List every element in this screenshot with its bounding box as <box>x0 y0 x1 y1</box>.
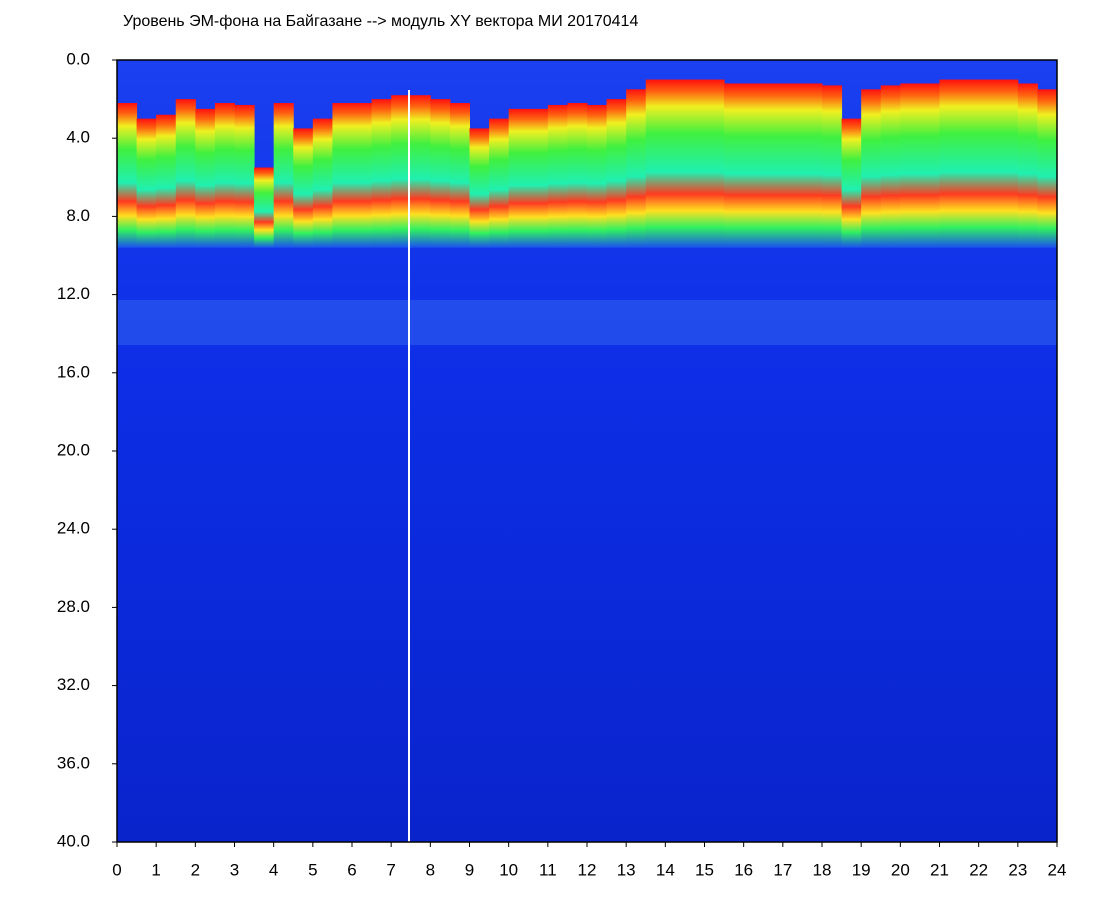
y-tick-label: 24.0 <box>57 519 90 538</box>
signal-column <box>998 79 1019 248</box>
y-tick-label: 12.0 <box>57 284 90 303</box>
y-tick-label: 4.0 <box>66 128 90 147</box>
signal-column <box>234 104 255 248</box>
x-tick-label: 18 <box>813 860 832 879</box>
x-tick-label: 22 <box>969 860 988 879</box>
signal-column <box>763 83 784 248</box>
x-tick-label: 3 <box>230 860 239 879</box>
signal-column <box>332 103 353 248</box>
signal-column <box>136 118 157 248</box>
x-tick-label: 13 <box>617 860 636 879</box>
signal-column <box>1037 89 1058 248</box>
y-tick-label: 0.0 <box>66 49 90 68</box>
signal-column <box>626 89 647 248</box>
chart-title: Уровень ЭМ-фона на Байгазане --> модуль … <box>123 13 638 30</box>
x-tick-label: 7 <box>386 860 395 879</box>
signal-column <box>959 79 980 248</box>
signal-column <box>547 104 568 248</box>
signal-column <box>195 108 216 248</box>
x-tick-label: 16 <box>734 860 753 879</box>
y-tick-label: 16.0 <box>57 362 90 381</box>
signal-column <box>508 108 529 248</box>
x-tick-label: 1 <box>151 860 160 879</box>
x-tick-label: 21 <box>930 860 949 879</box>
x-tick-label: 4 <box>269 860 278 879</box>
signal-column <box>1017 83 1038 248</box>
signal-column <box>782 83 803 248</box>
signal-column <box>587 104 608 248</box>
signal-column <box>743 83 764 248</box>
x-tick-label: 0 <box>112 860 121 879</box>
signal-column <box>724 83 745 248</box>
signal-column <box>312 118 333 248</box>
y-tick-label: 32.0 <box>57 675 90 694</box>
y-tick-label: 28.0 <box>57 597 90 616</box>
signal-column <box>880 85 901 248</box>
signal-column <box>802 83 823 248</box>
x-tick-label: 20 <box>891 860 910 879</box>
signal-column <box>919 83 940 248</box>
signal-column <box>254 167 275 248</box>
signal-column <box>117 103 138 248</box>
y-tick-label: 36.0 <box>57 753 90 772</box>
x-tick-label: 19 <box>852 860 871 879</box>
x-tick-label: 24 <box>1048 860 1067 879</box>
signal-column <box>900 83 921 248</box>
noise-band <box>117 300 1057 345</box>
x-tick-label: 5 <box>308 860 317 879</box>
x-tick-label: 9 <box>465 860 474 879</box>
y-tick-label: 40.0 <box>57 831 90 850</box>
x-tick-label: 12 <box>578 860 597 879</box>
signal-column <box>704 79 725 248</box>
x-tick-label: 17 <box>773 860 792 879</box>
signal-column <box>841 118 862 248</box>
signal-column <box>214 103 235 248</box>
signal-column <box>410 95 431 248</box>
signal-column <box>371 99 392 248</box>
x-tick-label: 23 <box>1008 860 1027 879</box>
x-tick-label: 10 <box>499 860 518 879</box>
signal-column <box>645 79 666 248</box>
signal-column <box>273 103 294 248</box>
x-tick-label: 8 <box>426 860 435 879</box>
signal-column <box>175 99 196 248</box>
signal-column <box>489 118 510 248</box>
signal-column <box>861 89 882 248</box>
signal-column <box>528 108 549 248</box>
x-tick-label: 2 <box>191 860 200 879</box>
signal-column <box>665 79 686 248</box>
signal-column <box>449 103 470 248</box>
signal-column <box>293 128 314 248</box>
signal-column <box>606 99 627 248</box>
signal-column <box>939 79 960 248</box>
signal-column <box>978 79 999 248</box>
x-tick-label: 11 <box>539 860 557 879</box>
y-tick-label: 20.0 <box>57 440 90 459</box>
signal-column <box>156 114 177 248</box>
signal-column <box>391 95 412 248</box>
signal-column <box>822 85 843 248</box>
signal-column <box>684 79 705 248</box>
signal-column <box>469 128 490 248</box>
x-tick-label: 15 <box>695 860 714 879</box>
signal-column <box>352 103 373 248</box>
signal-column <box>567 103 588 248</box>
signal-column <box>430 99 451 248</box>
y-tick-label: 8.0 <box>66 206 90 225</box>
x-tick-label: 14 <box>656 860 675 879</box>
x-tick-label: 6 <box>347 860 356 879</box>
